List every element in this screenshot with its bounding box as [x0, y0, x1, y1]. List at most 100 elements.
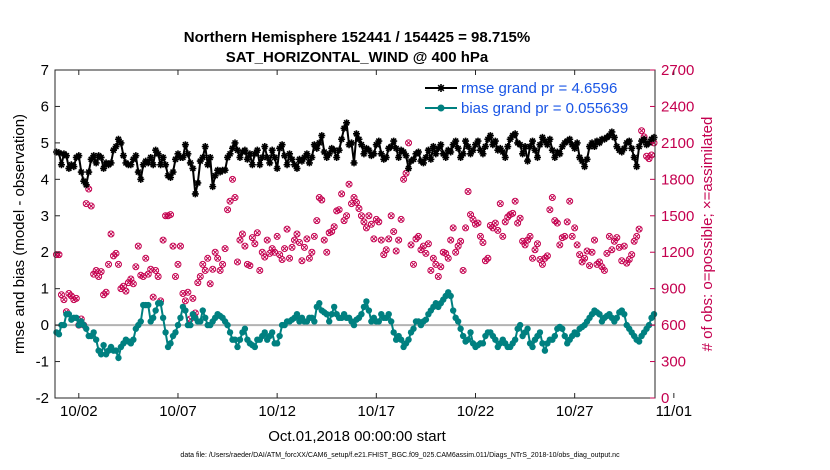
- rmse-point: [457, 153, 465, 161]
- obs-assimilated-point: [430, 255, 436, 261]
- obs-assimilated-point: [200, 261, 206, 267]
- obs-possible-point: [608, 246, 616, 254]
- rmse-point: [365, 146, 373, 154]
- rmse-point: [548, 146, 556, 154]
- obs-possible-point: [201, 266, 209, 274]
- obs-possible-point: [357, 212, 365, 220]
- rmse-point: [204, 161, 212, 169]
- bias-point: [172, 329, 179, 336]
- obs-possible-point: [310, 232, 318, 240]
- obs-possible-point: [348, 200, 356, 208]
- rmse-point: [258, 153, 266, 161]
- obs-assimilated-point: [222, 246, 228, 252]
- rmse-point: [501, 153, 509, 161]
- obs-assimilated-point: [480, 239, 486, 246]
- rmse-point: [152, 146, 160, 154]
- obs-possible-point: [449, 224, 457, 232]
- y-right-tick-label: 600: [661, 317, 686, 334]
- y-left-tick-label: 5: [41, 135, 49, 152]
- obs-possible-point: [181, 297, 189, 305]
- obs-assimilated-point: [311, 233, 317, 239]
- obs-assimilated-point: [269, 246, 275, 252]
- obs-assimilated-point: [225, 207, 231, 213]
- obs-possible-point: [129, 280, 137, 288]
- rmse-point: [551, 153, 559, 161]
- obs-assimilated-point: [579, 259, 585, 265]
- rmse-point: [620, 144, 628, 152]
- obs-assimilated-point: [227, 198, 233, 204]
- rmse-point: [556, 150, 564, 158]
- rmse-point: [281, 152, 289, 160]
- obs-assimilated-point: [272, 249, 278, 255]
- obs-possible-point: [362, 224, 370, 232]
- obs-possible-point: [414, 232, 422, 240]
- obs-assimilated-point: [123, 288, 129, 294]
- rmse-point: [357, 141, 365, 149]
- obs-possible-point: [152, 266, 160, 274]
- obs-possible-point: [194, 279, 202, 287]
- rmse-point: [375, 137, 383, 145]
- obs-assimilated-point: [443, 250, 449, 256]
- rmse-point: [519, 150, 527, 158]
- rmse-point: [571, 144, 579, 152]
- bias-point: [360, 303, 368, 311]
- y-left-tick-label: 1: [41, 281, 49, 298]
- rmse-point: [233, 146, 241, 154]
- bias-point: [551, 332, 559, 340]
- obs-possible-point: [370, 235, 378, 243]
- obs-possible-point: [211, 248, 219, 256]
- y-right-tick-label: 2100: [661, 135, 694, 152]
- rmse-point: [268, 146, 276, 154]
- rmse-point: [348, 139, 356, 147]
- obs-possible-point: [385, 235, 393, 243]
- obs-assimilated-point: [534, 241, 541, 247]
- obs-possible-point: [509, 209, 517, 217]
- rmse-point: [491, 137, 499, 145]
- rmse-point: [291, 161, 299, 169]
- obs-assimilated-point: [586, 263, 593, 269]
- obs-possible-point: [345, 180, 353, 188]
- obs-assimilated-point: [383, 247, 389, 253]
- obs-assimilated-point: [497, 201, 503, 207]
- obs-assimilated-point: [177, 243, 184, 249]
- rmse-point: [112, 143, 120, 151]
- obs-assimilated-point: [624, 260, 630, 266]
- obs-assimilated-point: [470, 216, 476, 222]
- obs-possible-point: [407, 241, 415, 249]
- obs-assimilated-point: [98, 269, 104, 275]
- obs-possible-point: [330, 223, 338, 231]
- obs-assimilated-point: [202, 267, 208, 273]
- bias-point: [157, 300, 164, 307]
- obs-possible-point: [422, 249, 430, 257]
- rmse-point: [410, 155, 418, 163]
- rmse-point: [315, 139, 323, 147]
- obs-possible-point: [241, 242, 249, 250]
- obs-assimilated-point: [539, 261, 545, 267]
- y-left-tick-label: -1: [36, 354, 49, 371]
- obs-possible-point: [171, 273, 179, 281]
- obs-assimilated-point: [631, 238, 637, 244]
- obs-assimilated-point: [229, 176, 236, 182]
- rmse-point: [355, 135, 363, 143]
- bias-point: [596, 310, 603, 318]
- obs-possible-point: [253, 229, 261, 237]
- rmse-point: [449, 141, 457, 149]
- obs-assimilated-point: [83, 201, 89, 207]
- obs-possible-point: [397, 215, 405, 223]
- rmse-point: [248, 161, 256, 169]
- obs-possible-point: [251, 240, 259, 248]
- obs-possible-point: [392, 247, 400, 255]
- rmse-point: [241, 146, 249, 154]
- obs-possible-point: [360, 218, 368, 226]
- obs-possible-point: [405, 139, 413, 147]
- obs-assimilated-point: [589, 249, 595, 255]
- obs-assimilated-point: [195, 280, 201, 286]
- rmse-point: [516, 141, 524, 149]
- obs-assimilated-point: [207, 281, 213, 287]
- rmse-point: [591, 143, 599, 151]
- bias-point: [90, 329, 97, 336]
- obs-possible-point: [586, 262, 594, 270]
- obs-assimilated-point: [115, 261, 122, 267]
- rmse-point: [90, 152, 98, 160]
- rmse-point: [338, 135, 346, 143]
